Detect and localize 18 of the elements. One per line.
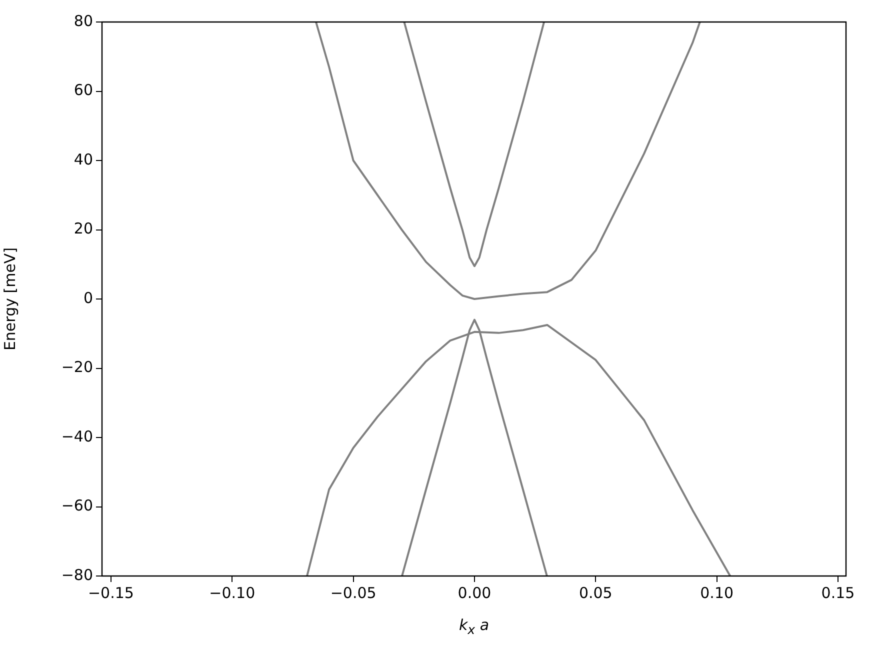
y-tick-label: −60 [61,496,93,515]
y-tick-label: −80 [61,566,93,584]
y-tick-label: 80 [74,12,93,30]
x-tick-label: 0.00 [458,584,492,602]
y-tick-label: 0 [83,288,93,307]
y-tick-label: −20 [61,358,93,376]
x-tick-label: 0.15 [821,584,855,602]
x-tick-label: −0.05 [330,584,376,602]
y-tick-label: −40 [61,427,93,446]
x-tick-label: 0.05 [578,584,612,602]
x-tick-label: −0.10 [209,584,256,602]
y-tick-label: 60 [74,81,93,100]
y-tick-label: 20 [74,220,93,238]
y-tick-label: 40 [74,150,93,168]
x-tick-label: −0.15 [88,584,134,602]
x-tick-label: 0.10 [700,584,734,602]
y-axis-title: Energy [meV] [0,247,19,351]
x-axis-title: k$_{x}$ a [458,616,490,637]
